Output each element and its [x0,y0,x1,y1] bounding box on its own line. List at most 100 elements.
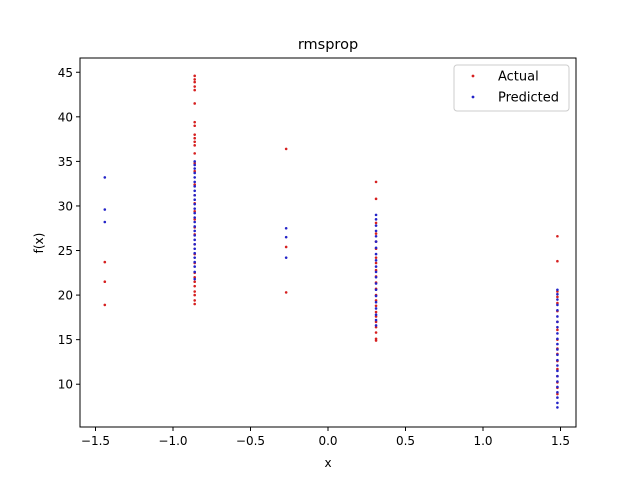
point-actual-16 [193,161,196,165]
point-actual-22 [193,218,196,221]
point-predicted-57 [556,308,559,312]
point-actual-73 [556,367,559,371]
point-predicted-54 [556,292,559,296]
point-predicted-45 [374,282,378,285]
point-actual-13 [193,140,196,144]
point-actual-60 [374,339,378,342]
x-tick-label-4: 0.5 [396,434,415,448]
point-predicted-69 [556,374,559,378]
point-predicted-58 [556,315,559,318]
point-actual-62 [556,259,559,263]
point-actual-52 [374,299,378,302]
point-predicted-40 [374,252,378,256]
point-actual-46 [374,261,378,265]
point-predicted-74 [556,401,559,405]
point-actual-54 [374,310,378,314]
point-predicted-3 [193,160,196,163]
point-predicted-63 [556,342,559,346]
y-tick-label-0: 10 [58,378,73,392]
point-actual-15 [193,152,196,155]
point-predicted-30 [284,226,288,230]
point-actual-77 [556,392,559,396]
point-actual-3 [193,74,196,78]
y-tick-label-3: 25 [58,244,73,258]
point-predicted-18 [193,225,196,228]
point-predicted-9 [193,185,196,188]
point-predicted-7 [193,176,196,179]
point-predicted-59 [556,320,559,324]
point-actual-31 [193,284,196,288]
point-predicted-15 [193,211,196,215]
x-tick-label-6: 1.5 [551,434,570,448]
y-axis-label: f(x) [32,233,46,254]
point-predicted-42 [374,265,378,268]
point-actual-14 [193,144,196,147]
point-actual-58 [374,331,378,334]
point-actual-7 [193,88,196,92]
y-tick-label-7: 45 [58,66,73,80]
point-actual-68 [556,328,559,332]
point-predicted-51 [374,318,378,322]
point-actual-64 [556,295,559,299]
point-actual-2 [103,303,107,307]
x-tick-label-3: 0.0 [318,434,337,448]
y-tick-label-1: 15 [58,333,73,347]
point-actual-57 [374,325,378,329]
point-actual-21 [193,210,196,213]
point-predicted-36 [374,229,378,233]
point-actual-30 [193,280,196,284]
point-actual-9 [193,120,196,124]
legend-box [453,64,570,112]
point-predicted-23 [193,247,196,251]
point-predicted-22 [193,242,196,246]
point-predicted-19 [193,229,196,233]
point-predicted-70 [556,380,559,383]
point-predicted-52 [374,324,378,327]
point-predicted-1 [103,208,107,211]
x-tick-label-0: −1.5 [81,434,110,448]
point-predicted-17 [193,220,196,224]
chart-title: rmsprop [298,37,358,53]
point-actual-47 [374,268,378,272]
point-predicted-39 [374,246,378,250]
point-actual-65 [556,301,559,305]
point-predicted-5 [193,167,196,170]
point-predicted-49 [374,307,378,310]
point-actual-17 [193,169,196,173]
point-predicted-0 [103,176,107,179]
point-predicted-27 [193,265,196,268]
y-tick-label-6: 40 [58,110,73,124]
point-predicted-71 [556,385,559,389]
x-axis: −1.5 −1.0 −0.5 0.0 0.5 1.0 1.5 [81,427,570,448]
point-predicted-4 [193,163,196,167]
point-predicted-24 [193,251,196,255]
point-predicted-29 [193,277,196,281]
point-predicted-56 [556,303,559,307]
point-predicted-75 [556,406,559,409]
point-actual-59 [374,337,378,341]
point-predicted-14 [193,207,196,210]
legend-marker-predicted [471,95,475,99]
point-predicted-61 [556,332,559,335]
point-predicted-25 [193,256,196,259]
x-axis-label: x [324,456,331,470]
point-actual-40 [374,197,378,201]
point-actual-36 [284,147,288,151]
point-predicted-67 [556,364,559,367]
point-predicted-21 [193,238,196,242]
point-predicted-6 [193,171,196,175]
y-axis: 10 15 20 25 30 35 40 45 [58,66,80,392]
point-actual-12 [193,136,196,140]
point-predicted-62 [556,337,559,341]
point-predicted-46 [374,288,378,292]
point-actual-1 [103,280,107,284]
point-predicted-53 [556,288,559,292]
point-actual-55 [374,315,378,318]
point-actual-18 [193,183,196,186]
point-actual-56 [374,320,378,324]
point-actual-42 [374,232,378,235]
point-actual-61 [556,234,559,238]
point-actual-38 [284,291,288,294]
x-tick-label-1: −1.0 [158,434,187,448]
point-predicted-72 [556,390,559,394]
